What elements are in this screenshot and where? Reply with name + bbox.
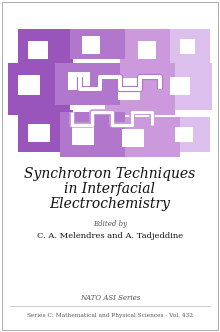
Bar <box>28 41 48 59</box>
Text: Electrochemistry: Electrochemistry <box>50 197 170 211</box>
Bar <box>122 129 144 147</box>
Bar <box>60 112 125 157</box>
Bar <box>120 29 180 69</box>
Bar <box>70 29 125 59</box>
Bar <box>18 75 40 95</box>
Text: NATO ASI Series: NATO ASI Series <box>80 294 140 302</box>
Text: Synchrotron Techniques: Synchrotron Techniques <box>24 167 196 181</box>
Bar <box>170 77 190 95</box>
Bar <box>110 117 180 157</box>
Bar <box>72 127 94 145</box>
Text: in Interfacial: in Interfacial <box>64 182 156 196</box>
Bar <box>160 63 212 110</box>
Bar <box>55 63 120 105</box>
Bar <box>8 63 70 115</box>
Bar <box>105 63 175 115</box>
Text: C. A. Melendres and A. Tadjeddine: C. A. Melendres and A. Tadjeddine <box>37 232 183 240</box>
Bar <box>68 72 90 90</box>
Bar <box>18 29 73 69</box>
Bar <box>170 29 210 64</box>
Bar <box>28 124 50 142</box>
Bar <box>138 41 156 59</box>
Text: Edited by: Edited by <box>93 220 127 228</box>
Text: Series C: Mathematical and Physical Sciences · Vol. 432: Series C: Mathematical and Physical Scie… <box>27 313 193 318</box>
Bar <box>165 117 210 152</box>
Bar <box>175 127 193 142</box>
Bar <box>82 36 100 54</box>
Bar <box>118 78 140 100</box>
Bar <box>18 110 73 152</box>
Bar <box>180 39 195 54</box>
